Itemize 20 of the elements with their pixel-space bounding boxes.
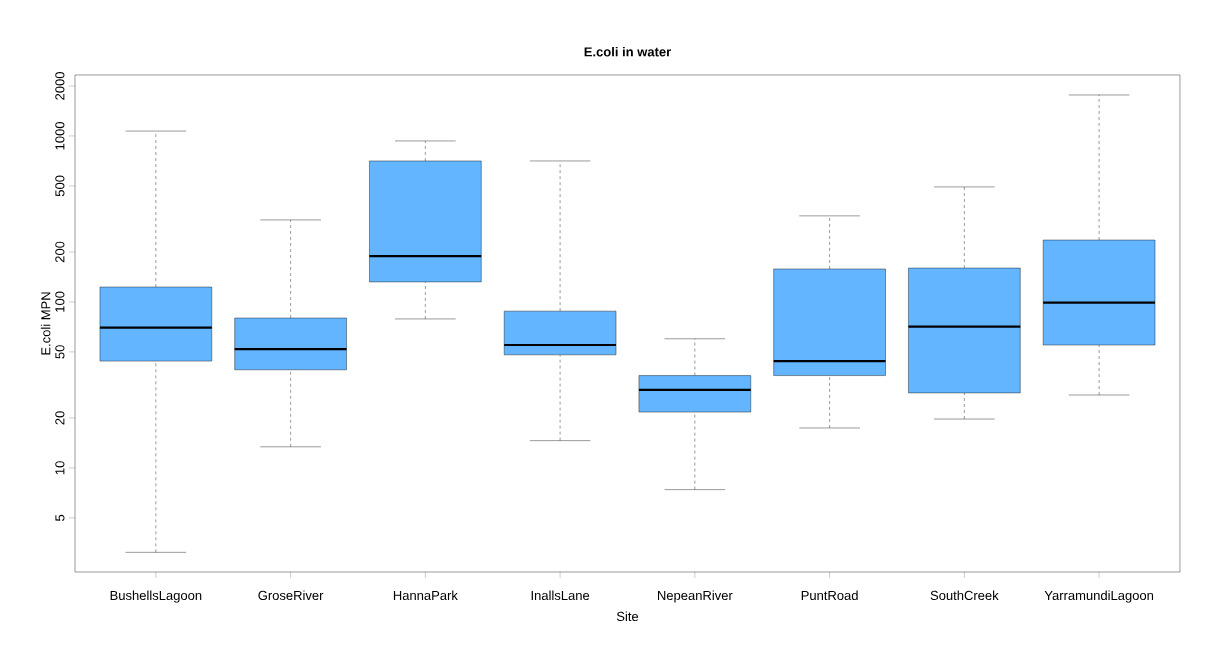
x-tick-label: NepeanRiver [657, 590, 733, 603]
y-tick-label: 100 [55, 291, 65, 312]
y-tick-label: 50 [55, 345, 65, 359]
y-tick-label: 200 [55, 241, 65, 263]
y-tick-label: 1000 [55, 122, 65, 150]
y-tick-label: 20 [55, 411, 65, 425]
x-tick-label: InallsLane [531, 590, 590, 601]
x-tick-label: YarramundiLagoon [1044, 590, 1154, 603]
y-tick-label: 5 [55, 514, 65, 521]
x-tick-label: GroseRiver [258, 590, 324, 601]
x-tick-label: PuntRoad [801, 590, 858, 601]
y-tick-label: 500 [55, 175, 65, 197]
x-axis-title: Site [616, 611, 639, 622]
x-tick-label: SouthCreek [930, 590, 999, 601]
y-tick-label: 2000 [55, 72, 65, 100]
x-tick-label: BushellsLagoon [110, 590, 202, 603]
chart-title: E.coli in water [584, 46, 671, 57]
x-tick-label: HannaPark [393, 590, 458, 601]
y-tick-label: 10 [55, 461, 65, 475]
y-axis-title: E.coli MPN [40, 292, 51, 355]
